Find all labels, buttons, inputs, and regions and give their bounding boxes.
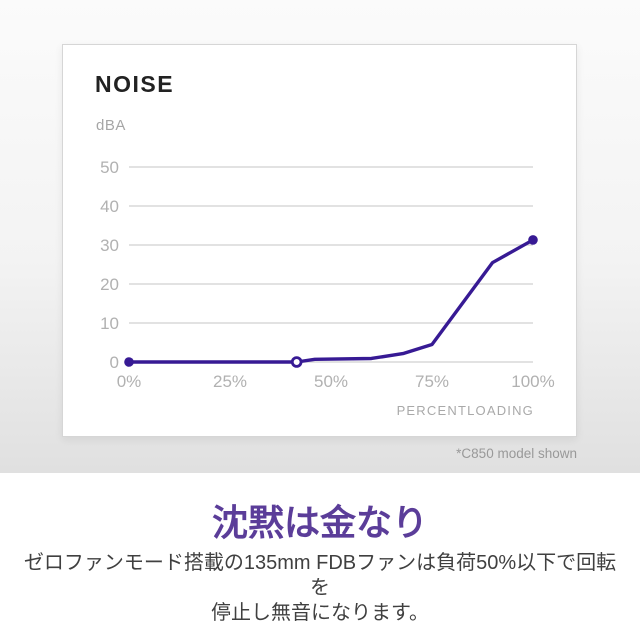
x-tick-label: 25% — [213, 372, 247, 391]
x-axis-title: PERCENTLOADING — [397, 403, 534, 418]
y-tick-label: 50 — [100, 158, 119, 177]
y-tick-label: 30 — [100, 236, 119, 255]
x-tick-label: 0% — [117, 372, 142, 391]
y-tick-label: 0 — [110, 353, 119, 372]
noise-curve — [127, 238, 535, 364]
x-tick-label: 100% — [511, 372, 554, 391]
marker-open — [290, 356, 303, 368]
noise-line-chart: 0 10 20 30 40 50 0% 25% 50% 75% 100% PERCENTLOADING — [100, 158, 555, 418]
description-line-2: 停止し無音になります。 — [211, 602, 429, 624]
noise-chart-card: NOISE dBA 0 10 20 30 40 50 0% 25% 50% 75% 100% PERC… — [62, 44, 577, 437]
y-tick-label: 20 — [100, 275, 119, 294]
model-footnote: *C850 model shown — [456, 446, 577, 461]
y-axis-unit-label: dBA — [96, 117, 126, 134]
description: ゼロファンモード搭載の135mm FDBファンは負荷50%以下で回転を 停止し無… — [20, 551, 620, 626]
x-tick-label: 50% — [314, 372, 348, 391]
x-tick-label: 75% — [415, 372, 449, 391]
headline: 沈黙は金なり — [211, 502, 428, 543]
chart-title: NOISE — [95, 71, 175, 97]
y-tick-label: 10 — [100, 314, 119, 333]
marker-filled — [124, 357, 134, 367]
description-line-1: ゼロファンモード搭載の135mm FDBファンは負荷50%以下で回転を — [23, 552, 617, 599]
marker-filled — [528, 235, 538, 245]
y-tick-label: 40 — [100, 197, 119, 216]
